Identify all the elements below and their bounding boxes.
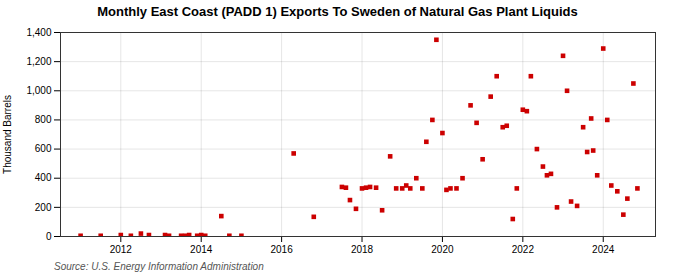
svg-text:800: 800 xyxy=(35,114,52,125)
svg-text:2024: 2024 xyxy=(592,244,615,255)
svg-text:400: 400 xyxy=(35,172,52,183)
svg-text:2022: 2022 xyxy=(512,244,535,255)
svg-text:200: 200 xyxy=(35,202,52,213)
svg-text:1,200: 1,200 xyxy=(26,56,51,67)
svg-text:1,400: 1,400 xyxy=(26,27,51,38)
svg-text:Thousand Barrels: Thousand Barrels xyxy=(2,95,13,174)
svg-text:2016: 2016 xyxy=(270,244,293,255)
svg-text:0: 0 xyxy=(46,231,52,242)
svg-text:2018: 2018 xyxy=(351,244,374,255)
svg-text:2020: 2020 xyxy=(431,244,454,255)
svg-text:1,000: 1,000 xyxy=(26,85,51,96)
svg-text:2012: 2012 xyxy=(110,244,133,255)
svg-text:600: 600 xyxy=(35,143,52,154)
html-text:Monthly East Coast (PADD 1) Ex: Monthly East Coast (PADD 1) Exports To S… xyxy=(97,4,578,19)
svg-text:2014: 2014 xyxy=(190,244,213,255)
html-text:Source: U.S. Energy Informatio: Source: U.S. Energy Information Administ… xyxy=(54,261,264,272)
